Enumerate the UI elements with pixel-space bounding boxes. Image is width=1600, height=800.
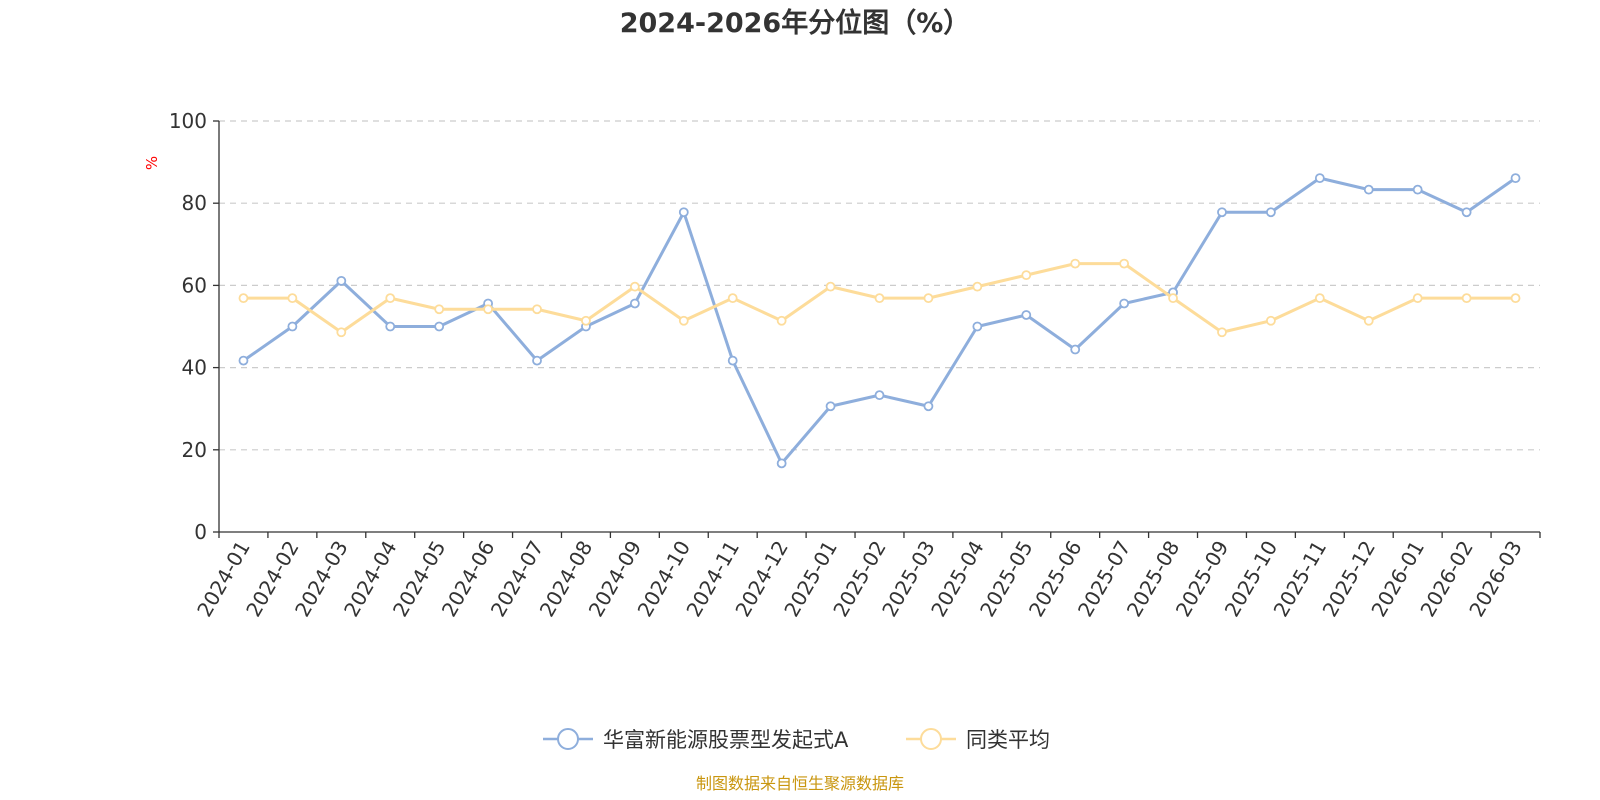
data-point (434, 321, 445, 332)
y-tick-labels: 0 20 40 60 80 100 (169, 109, 207, 544)
data-point (1266, 207, 1276, 218)
data-point (923, 401, 934, 412)
data-point (1461, 207, 1472, 218)
data-point (1119, 298, 1130, 309)
data-point (336, 327, 347, 338)
y-tick-label: 100 (169, 109, 207, 133)
data-point (874, 293, 885, 304)
data-point (1070, 344, 1081, 355)
data-point (972, 321, 983, 332)
data-point (1314, 173, 1325, 184)
data-point (1119, 258, 1130, 269)
data-point (1363, 184, 1374, 195)
data-point (238, 355, 249, 366)
data-point (336, 275, 347, 286)
data-point (1021, 310, 1032, 320)
data-point (532, 304, 542, 315)
data-point (776, 458, 787, 469)
source-note: 制图数据来自恒生聚源数据库 (696, 774, 904, 793)
legend[interactable]: 华富新能源股票型发起式A 同类平均 (543, 728, 1050, 752)
y-tick-label: 0 (194, 520, 207, 544)
axes (213, 120, 1541, 538)
data-point (825, 401, 836, 412)
data-point (727, 293, 738, 304)
data-point (532, 355, 542, 366)
series-2 (238, 258, 1521, 338)
legend-marker (920, 728, 942, 750)
data-point (385, 321, 396, 332)
data-point (1412, 293, 1423, 304)
data-point (727, 355, 738, 366)
legend-marker (557, 728, 579, 750)
data-point (483, 304, 493, 315)
y-tick-label: 20 (182, 438, 207, 462)
data-point (1070, 258, 1081, 269)
grid-lines (219, 120, 1540, 451)
series-1 (238, 173, 1521, 469)
data-point (1021, 270, 1032, 281)
legend-label: 同类平均 (966, 728, 1050, 752)
data-point (287, 293, 298, 304)
data-point (629, 298, 640, 309)
series-lines (238, 173, 1521, 469)
legend-item-2[interactable]: 同类平均 (906, 728, 1050, 752)
data-point (1363, 315, 1374, 326)
data-point (1510, 173, 1521, 184)
data-point (287, 321, 298, 332)
y-tick-label: 80 (182, 191, 207, 215)
data-point (874, 390, 885, 401)
data-point (678, 315, 689, 326)
chart-title: 2024-2026年分位图（%） (620, 7, 971, 39)
data-point (972, 281, 983, 292)
series-line (242, 176, 1517, 465)
data-point (581, 315, 591, 326)
data-point (1217, 207, 1227, 218)
y-tick-label: 40 (182, 356, 207, 380)
data-point (238, 293, 249, 304)
data-point (1217, 327, 1227, 338)
data-point (1314, 293, 1325, 304)
data-point (678, 207, 689, 218)
data-point (1461, 293, 1472, 304)
data-point (923, 293, 934, 304)
data-point (776, 315, 787, 326)
data-point (825, 281, 836, 292)
x-tick-labels: 2024-012024-022024-032024-042024-052024-… (192, 537, 1527, 621)
y-axis-unit-label: % (143, 156, 161, 170)
data-point (629, 281, 640, 292)
legend-item-1[interactable]: 华富新能源股票型发起式A (543, 728, 849, 752)
data-point (385, 293, 396, 304)
data-point (1168, 293, 1178, 304)
legend-label: 华富新能源股票型发起式A (603, 728, 849, 752)
data-point (1510, 293, 1521, 304)
data-point (1266, 315, 1276, 326)
y-tick-label: 60 (182, 273, 207, 297)
data-point (434, 304, 445, 315)
data-point (1412, 184, 1423, 195)
